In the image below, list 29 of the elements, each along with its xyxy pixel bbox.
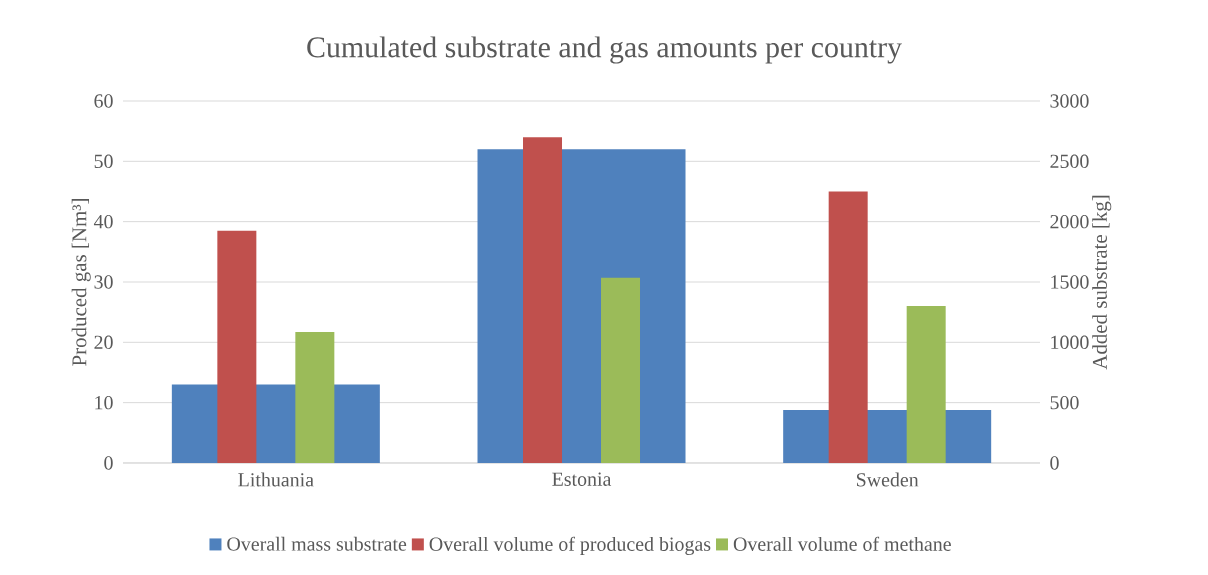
- y-axis-title: Produced gas [Nm³]: [71, 199, 91, 366]
- y-tick-label: 40: [93, 214, 113, 229]
- y-tick-label: 0: [104, 456, 113, 470]
- legend-label: Overall volume of produced biogas: [429, 536, 711, 555]
- y-tick-label: 30: [94, 275, 113, 289]
- y2-axis-title: Added substrate [kg]: [1092, 195, 1112, 370]
- y-tick-label: 20: [94, 335, 113, 350]
- bar: [523, 137, 563, 463]
- y2-tick-label: 1000: [1051, 335, 1089, 350]
- y-tick-label: 50: [94, 154, 113, 169]
- y-tick-label: 60: [94, 94, 113, 108]
- x-tick-label: Lithuania: [238, 472, 314, 487]
- legend-label: Overall volume of methane: [733, 536, 951, 551]
- y2-tick-label: 500: [1050, 395, 1079, 410]
- legend-label: Overall mass substrate: [227, 536, 407, 551]
- x-tick-label: Sweden: [856, 472, 919, 487]
- y2-tick-label: 2500: [1050, 154, 1089, 169]
- y2-tick-label: 3000: [1050, 94, 1089, 108]
- bar: [906, 306, 946, 463]
- bar: [828, 191, 868, 463]
- chart-title: Cumulated substrate and gas amounts per country: [307, 36, 902, 64]
- bar: [295, 332, 335, 463]
- y2-tick-label: 2000: [1050, 214, 1089, 229]
- y2-tick-label: 0: [1050, 456, 1059, 470]
- y-tick-label: 10: [95, 395, 113, 410]
- bar: [601, 277, 641, 463]
- y2-tick-label: 1500: [1051, 275, 1089, 289]
- bar: [217, 230, 257, 463]
- x-tick-label: Estonia: [552, 472, 612, 486]
